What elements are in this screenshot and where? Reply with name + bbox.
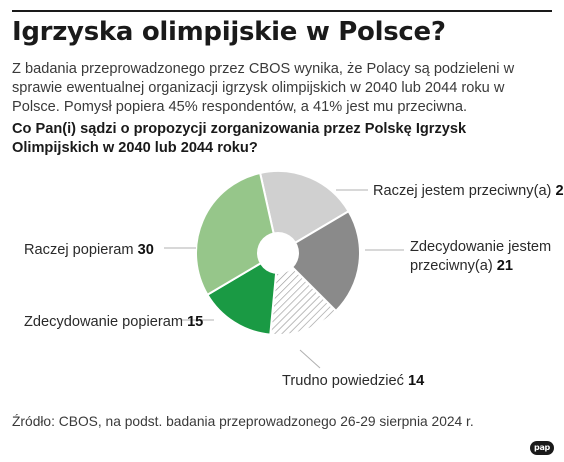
slice-label-text: Trudno powiedzieć bbox=[282, 373, 404, 389]
label-zdecydowanie-przeciwny: Zdecydowanie jestem przeciwny(a) 21 bbox=[410, 238, 560, 276]
slice-value: 14 bbox=[408, 373, 425, 389]
label-zdecydowanie-popieram: Zdecydowanie popieram 15 bbox=[24, 313, 203, 332]
label-leader-lines bbox=[164, 189, 404, 369]
slice-label-text: Raczej popieram bbox=[24, 242, 134, 258]
source-note: Źródło: CBOS, na podst. badania przeprow… bbox=[12, 414, 474, 429]
leader-trudno-powiedziec bbox=[299, 349, 321, 369]
label-raczej-popieram: Raczej popieram 30 bbox=[24, 241, 154, 260]
pap-logo: pap bbox=[530, 441, 554, 455]
label-raczej-przeciwny: Raczej jestem przeciwny(a) 20 bbox=[373, 182, 564, 201]
donut-hole bbox=[257, 232, 299, 274]
label-trudno-powiedziec: Trudno powiedzieć 14 bbox=[282, 372, 424, 391]
slice-value: 15 bbox=[187, 314, 204, 330]
slice-value: 20 bbox=[555, 183, 564, 199]
slice-value: 30 bbox=[137, 242, 154, 258]
page-title: Igrzyska olimpijskie w Polsce? bbox=[12, 17, 446, 47]
slice-label-text: Zdecydowanie jestem przeciwny(a) bbox=[410, 239, 552, 274]
slice-raczej-popieram bbox=[195, 171, 280, 297]
survey-question: Co Pan(i) sądzi o propozycji zorganizowa… bbox=[12, 121, 467, 156]
intro-text: Z badania przeprowadzonego przez CBOS wy… bbox=[12, 61, 515, 115]
top-rule bbox=[12, 10, 552, 12]
slice-zdecydowanie-przeciwny bbox=[276, 209, 361, 313]
slice-zdecydowanie-popieram bbox=[206, 251, 280, 336]
slice-value: 21 bbox=[496, 258, 514, 274]
slice-label-text: Raczej jestem przeciwny(a) bbox=[373, 183, 552, 199]
slice-label-text: Zdecydowanie popieram bbox=[24, 314, 183, 330]
slice-trudno-powiedziec bbox=[269, 250, 338, 336]
